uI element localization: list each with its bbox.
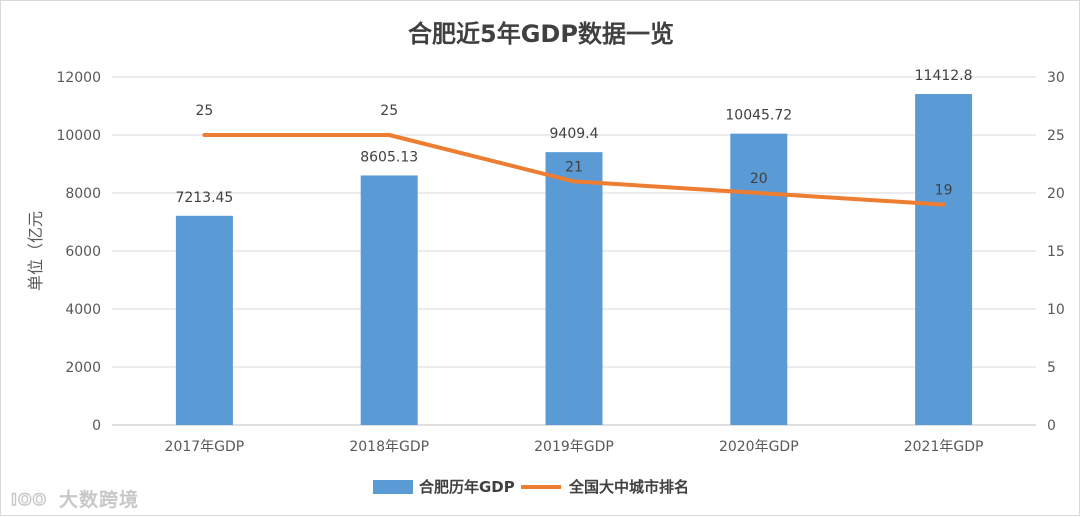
legend-swatch-bars [373, 480, 413, 494]
legend-label-bars: 合肥历年GDP [418, 478, 515, 496]
bar [175, 215, 233, 425]
line-data-label: 25 [380, 103, 398, 119]
y-tick-label: 12000 [56, 70, 101, 86]
bar-data-label: 8605.13 [360, 149, 418, 165]
bar [730, 133, 788, 425]
y2-tick-label: 15 [1047, 244, 1065, 260]
watermark-text: 大数跨境 [59, 489, 140, 511]
x-tick-label: 2020年GDP [719, 439, 799, 455]
watermark: IOO 大数跨境 [9, 485, 139, 512]
y-axis-label: 单位（亿元 [26, 211, 45, 291]
y-tick-label: 4000 [65, 302, 101, 318]
bar [360, 175, 418, 425]
y2-tick-label: 20 [1047, 186, 1065, 202]
legend-label-line: 全国大中城市排名 [568, 478, 689, 496]
bar [915, 94, 973, 425]
watermark-logo-text: IOO [11, 490, 47, 509]
bar-data-label: 10045.72 [725, 108, 792, 124]
x-tick-label: 2018年GDP [349, 439, 429, 455]
rank-line [202, 133, 946, 207]
y-tick-label: 10000 [56, 128, 101, 144]
bar-data-label: 9409.4 [550, 126, 599, 142]
line-data-label: 25 [195, 103, 213, 119]
x-tick-label: 2021年GDP [904, 439, 984, 455]
y-tick-label: 6000 [65, 244, 101, 260]
watermark-logo-icon: IOO [10, 489, 47, 509]
x-tick-label: 2019年GDP [534, 439, 614, 455]
line-data-label: 20 [750, 171, 768, 187]
y2-tick-label: 25 [1047, 128, 1065, 144]
y2-tick-label: 10 [1047, 302, 1065, 318]
bar [545, 152, 603, 426]
y-tick-label: 8000 [65, 186, 101, 202]
x-tick-label: 2017年GDP [165, 439, 245, 455]
chart-title: 合肥近5年GDP数据一览 [408, 20, 674, 48]
bar-data-label: 7213.45 [175, 190, 233, 206]
y2-tick-label: 0 [1047, 418, 1056, 434]
y-tick-label: 2000 [65, 360, 101, 376]
line-data-label: 21 [565, 159, 583, 175]
y2-tick-label: 5 [1047, 360, 1056, 376]
y2-tick-label: 30 [1047, 70, 1065, 86]
line-data-label: 19 [935, 183, 953, 199]
bar-data-label: 11412.8 [915, 68, 973, 84]
y-tick-label: 0 [92, 418, 101, 434]
